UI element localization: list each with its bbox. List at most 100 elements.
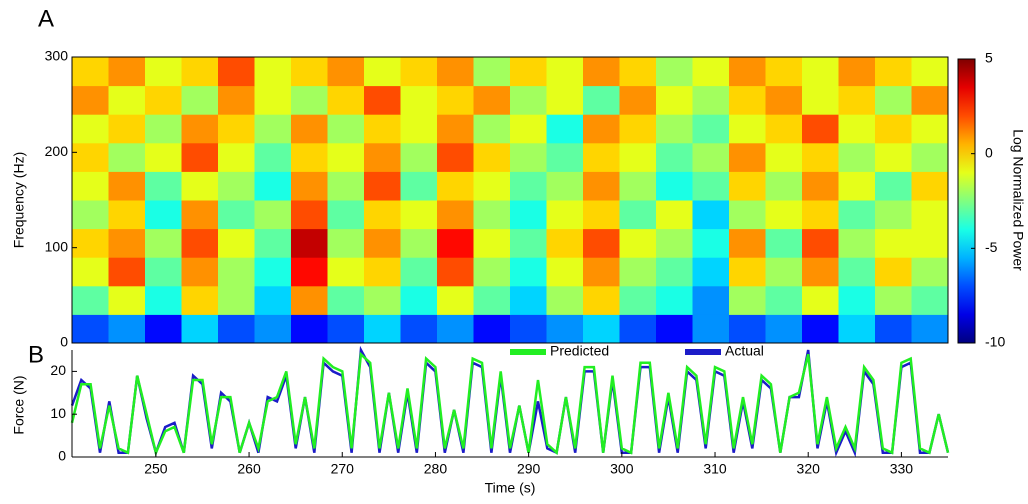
heatmap-cell <box>291 57 328 87</box>
heatmap-cell <box>802 285 839 315</box>
heatmap-cell <box>291 171 328 201</box>
heatmap-cell <box>72 171 109 201</box>
heatmap-cell <box>765 142 803 172</box>
heatmap-cell <box>692 57 730 87</box>
heatmap-cell <box>108 285 146 315</box>
heatmap-cell <box>656 57 693 87</box>
heatmap-cell <box>838 57 876 87</box>
heatmap-cell <box>546 171 584 201</box>
heatmap-cell <box>692 314 730 344</box>
x-tick-label: 290 <box>517 461 541 477</box>
heatmap-cell <box>400 314 438 344</box>
heatmap-cell <box>619 57 657 87</box>
heatmap-cell <box>400 228 438 258</box>
heatmap-cell <box>802 114 839 144</box>
heatmap-cell <box>108 228 146 258</box>
heatmap-cell <box>802 142 839 172</box>
heatmap-cell <box>875 314 912 344</box>
heatmap-cell <box>510 314 547 344</box>
heatmap-cell <box>765 228 803 258</box>
heatmap-cell <box>327 314 365 344</box>
heatmap-cell <box>619 171 657 201</box>
heatmap-cell <box>72 257 109 287</box>
heatmap-cell <box>546 57 584 87</box>
heatmap-cell <box>838 114 876 144</box>
heatmap-cell <box>729 142 766 172</box>
heatmap-cell <box>437 142 474 172</box>
heatmap-cell <box>400 85 438 115</box>
heatmap-cell <box>729 85 766 115</box>
x-tick-label: 300 <box>610 461 634 477</box>
heatmap-cell <box>254 285 292 315</box>
heatmap-cell <box>108 314 146 344</box>
heatmap-cell <box>656 171 693 201</box>
heatmap-cell <box>400 285 438 315</box>
heatmap-cell <box>692 285 730 315</box>
heatmap-cell <box>875 114 912 144</box>
heatmap-cell <box>72 142 109 172</box>
heatmap-cell <box>327 285 365 315</box>
heatmap-cell <box>802 257 839 287</box>
heatmap-cell <box>218 285 255 315</box>
heatmap-cell <box>218 85 255 115</box>
heatmap-cell <box>473 200 511 230</box>
y-tick-label: 0 <box>60 334 68 350</box>
heatmap-cell <box>72 85 109 115</box>
heatmap-cell <box>583 114 620 144</box>
plot-frame <box>71 56 949 344</box>
heatmap-cell <box>72 57 109 87</box>
heatmap-cell <box>911 142 949 172</box>
heatmap-cell <box>583 171 620 201</box>
y-tick-label: 100 <box>45 238 69 254</box>
heatmap-cell <box>510 257 547 287</box>
heatmap-cell <box>802 314 839 344</box>
heatmap-cell <box>72 228 109 258</box>
heatmap-cell <box>838 200 876 230</box>
heatmap-cell <box>364 85 401 115</box>
heatmap-cell <box>838 257 876 287</box>
x-tick-label: 280 <box>424 461 448 477</box>
heatmap-cell <box>473 171 511 201</box>
heatmap-cell <box>546 142 584 172</box>
line-series <box>70 351 950 457</box>
heatmap-cell <box>692 142 730 172</box>
heatmap-cell <box>692 85 730 115</box>
heatmap-cell <box>802 228 839 258</box>
x-axis-label: Time (s) <box>485 480 536 496</box>
heatmap-cell <box>145 228 182 258</box>
heatmap-cell <box>181 171 219 201</box>
heatmap-cell <box>875 85 912 115</box>
heatmap-cell <box>437 314 474 344</box>
heatmap-cell <box>875 57 912 87</box>
heatmap-cell <box>145 85 182 115</box>
heatmap-cell <box>765 285 803 315</box>
heatmap-cell <box>145 142 182 172</box>
colorbar-label: Log Normalized Power <box>1010 129 1026 271</box>
heatmap-cell <box>364 114 401 144</box>
heatmap-cell <box>181 85 219 115</box>
heatmap-cell <box>218 171 255 201</box>
y-tick-label: 10 <box>50 405 66 421</box>
heatmap-cell <box>254 114 292 144</box>
heatmap-cell <box>911 171 949 201</box>
heatmap-cell <box>400 142 438 172</box>
heatmap-cell <box>327 200 365 230</box>
heatmap-cell <box>218 314 255 344</box>
heatmap-cell <box>729 257 766 287</box>
heatmap-cell <box>327 114 365 144</box>
x-tick-label: 310 <box>703 461 727 477</box>
heatmap-cell <box>619 314 657 344</box>
heatmap-cell <box>510 85 547 115</box>
heatmap-cell <box>656 114 693 144</box>
heatmap-cell <box>838 228 876 258</box>
heatmap-cell <box>291 257 328 287</box>
heatmap-cell <box>254 257 292 287</box>
heatmap-cell <box>218 257 255 287</box>
heatmap-cell <box>911 200 949 230</box>
heatmap-cell <box>72 314 109 344</box>
x-tick-label: 250 <box>144 461 168 477</box>
heatmap-cell <box>692 171 730 201</box>
heatmap-cell <box>729 285 766 315</box>
heatmap-cell <box>729 171 766 201</box>
heatmap-cell <box>145 200 182 230</box>
